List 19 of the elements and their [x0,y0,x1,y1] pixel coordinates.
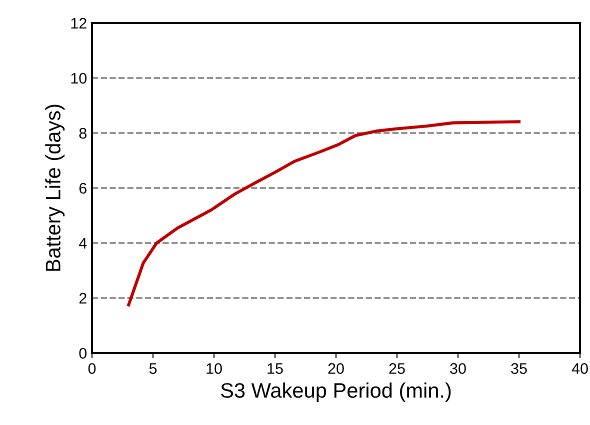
y-tick-label: 8 [79,128,86,139]
x-tick-label: 20 [328,363,344,374]
y-axis-title: Battery Life (days) [45,104,65,271]
y-tick-label: 0 [79,348,87,359]
line-series [127,120,521,306]
x-tick-label: 30 [450,363,466,374]
y-tick-label: 12 [71,18,86,29]
x-tick-label: 0 [88,363,96,374]
x-tick-label: 5 [149,363,157,374]
y-tick-label: 2 [79,292,86,304]
x-tick-label: 35 [511,363,527,374]
x-tick-label: 40 [572,363,588,374]
x-tick-label: 10 [206,363,222,374]
y-tick-label: 10 [71,72,87,84]
x-axis-title: S3 Wakeup Period (min.) [220,382,451,402]
y-tick-label: 4 [78,238,87,249]
x-tick-label: 15 [268,363,283,374]
x-tick-label: 25 [389,363,405,374]
y-tick-label: 6 [79,182,86,194]
